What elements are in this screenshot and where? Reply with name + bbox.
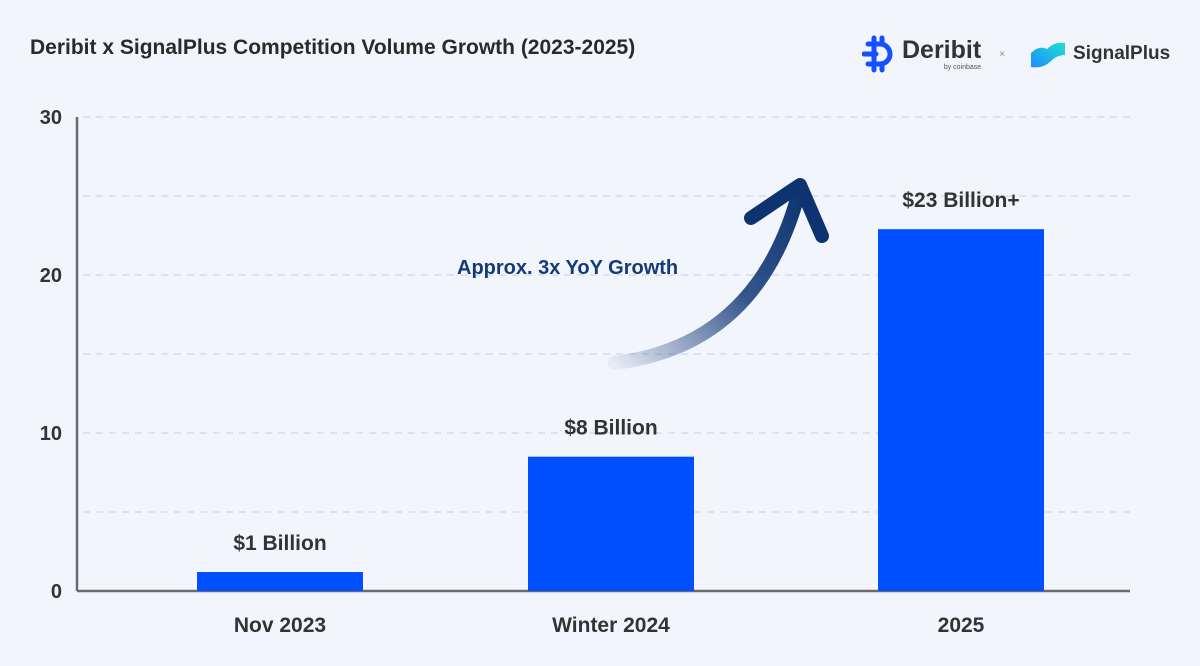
deribit-logo: Deribit by coinbase (862, 35, 981, 73)
deribit-name: Deribit (902, 35, 982, 64)
growth-annotation-text: Approx. 3x YoY Growth (457, 257, 678, 279)
chart-title: Deribit x SignalPlus Competition Volume … (30, 36, 636, 59)
bar-data-label: $23 Billion+ (902, 189, 1019, 212)
y-tick-label: 0 (51, 581, 62, 603)
growth-arrow-icon (608, 181, 807, 370)
growth-annotation: Approx. 3x YoY Growth (457, 178, 829, 370)
y-tick-label: 20 (40, 265, 62, 287)
deribit-subtitle: by coinbase (943, 63, 982, 71)
growth-arrow-head-icon (744, 178, 829, 243)
logo-separator: × (999, 48, 1006, 60)
x-category-label: Winter 2024 (552, 614, 670, 637)
partner-logos: Deribit by coinbase × SignalPlus (862, 34, 1170, 74)
bar-data-label: $8 Billion (564, 417, 657, 440)
bar (528, 456, 694, 591)
bar-data-label: $1 Billion (233, 532, 326, 555)
bar (878, 229, 1044, 591)
x-category-label: 2025 (938, 614, 985, 637)
y-tick-label: 10 (40, 423, 62, 445)
signalplus-name: SignalPlus (1073, 43, 1171, 64)
deribit-icon (862, 35, 893, 73)
bar (197, 572, 363, 591)
x-category-label: Nov 2023 (234, 614, 326, 637)
y-tick-label: 30 (40, 107, 62, 129)
signalplus-icon (1031, 42, 1066, 68)
